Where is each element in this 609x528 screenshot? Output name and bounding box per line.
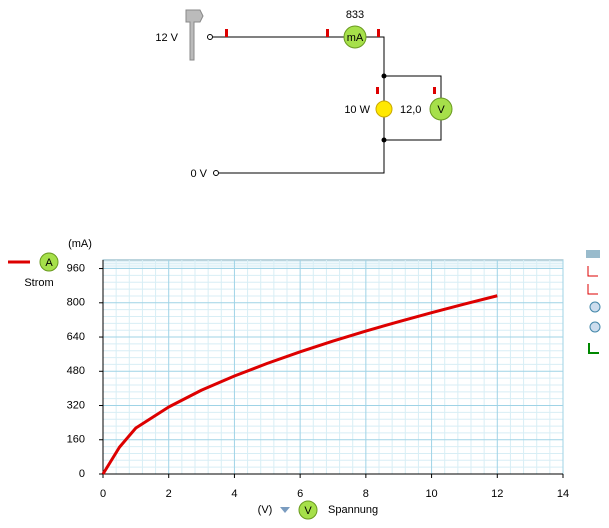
voltmeter-reading: 12,0 — [400, 104, 421, 116]
source-high-label: 12 V — [155, 32, 178, 44]
zoom-out[interactable] — [589, 321, 601, 333]
x-meter-label: V — [304, 505, 312, 517]
x-tick-label: 14 — [557, 488, 569, 500]
y-meter-icon — [39, 252, 59, 272]
x-tick-label: 2 — [166, 488, 172, 500]
connector — [377, 29, 380, 37]
ammeter-reading: 833 — [346, 9, 364, 21]
y-tick-label: 640 — [67, 331, 85, 343]
tool-icon[interactable] — [588, 343, 599, 354]
zoom-in[interactable] — [589, 301, 601, 313]
plot-area — [102, 259, 564, 475]
data-line — [101, 294, 498, 475]
ammeter-unit: mA — [347, 32, 364, 44]
y-tick-label: 160 — [67, 434, 85, 446]
lamp-power: 10 W — [344, 104, 370, 116]
connector — [376, 87, 379, 94]
x-tick-label: 12 — [491, 488, 503, 500]
connector — [225, 29, 228, 37]
legend-label: Strom — [24, 277, 53, 289]
chart: 0 2 4 6 8 10 12 14 0 160 320 480 640 800 960 (mA) (V) V Sp… — [8, 238, 569, 520]
y-meter-label: A — [45, 257, 53, 269]
connector — [433, 87, 436, 94]
junction — [381, 73, 387, 79]
y-tick-label: 0 — [79, 468, 85, 480]
x-meter-icon — [298, 500, 318, 520]
source-low-label: 0 V — [190, 168, 207, 180]
junction — [381, 137, 387, 143]
y-tick-label: 480 — [67, 365, 85, 377]
x-tick-label: 8 — [363, 488, 369, 500]
battery-probe — [185, 9, 204, 61]
x-tick-label: 6 — [297, 488, 303, 500]
x-tick-label: 4 — [231, 488, 237, 500]
x-unit: (V) — [258, 504, 273, 516]
y-unit: (mA) — [68, 238, 92, 250]
voltmeter-unit: V — [437, 104, 445, 116]
y-tick-label: 320 — [67, 399, 85, 411]
ammeter — [343, 25, 367, 49]
voltmeter — [429, 97, 453, 121]
terminal — [213, 170, 219, 176]
circuit: 12 V 0 V mA 833 10 W V 12,0 — [155, 9, 453, 180]
terminal — [207, 34, 213, 40]
x-tick-label: 10 — [425, 488, 437, 500]
y-tick-label: 800 — [67, 297, 85, 309]
x-tick-label: 0 — [100, 488, 106, 500]
lamp — [375, 100, 393, 118]
connector — [326, 29, 329, 37]
tool-icon[interactable] — [587, 266, 598, 277]
tool-icon[interactable] — [586, 250, 600, 258]
tool-icon[interactable] — [587, 284, 598, 295]
y-tick-label: 960 — [67, 262, 85, 274]
x-axis-label: Spannung — [328, 504, 378, 516]
toolbar — [586, 250, 601, 354]
axis-dropdown — [280, 507, 290, 513]
